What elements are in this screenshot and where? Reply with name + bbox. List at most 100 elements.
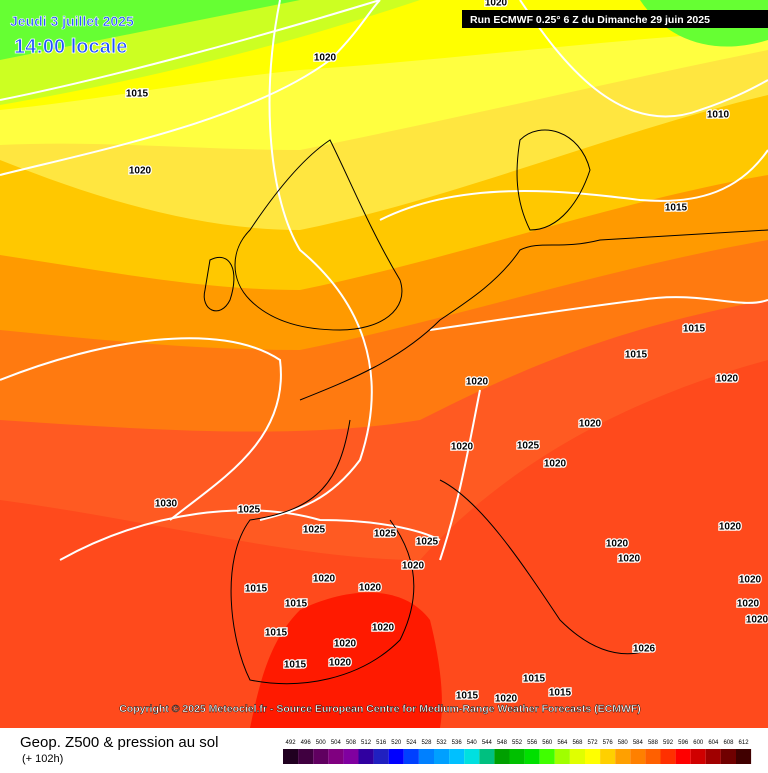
isobar-label: 1020 [719,522,742,533]
colorbar-swatch [569,749,585,764]
colorbar-swatch [509,749,525,764]
colorbar-swatch [660,749,676,764]
colorbar-swatch [388,749,404,764]
colorbar-label: 572 [588,740,599,746]
isobar-label: 1026 [633,644,656,655]
isobar-label: 1015 [625,350,648,361]
coastlines [203,129,768,685]
colorbar-label: 536 [452,740,463,746]
colorbar-swatch [630,749,646,764]
isobar-label: 1020 [372,623,395,634]
isobar-label: 1015 [265,628,288,639]
isobar-label: 1015 [523,674,546,685]
run-info: Run ECMWF 0.25° 6 Z du Dimanche 29 juin … [470,14,710,26]
colorbar-swatch [705,749,721,764]
isobar-label: 1020 [739,575,762,586]
isobar-label: 1020 [329,658,352,669]
colorbar-swatch [585,749,601,764]
isobar-labels: 1020101510201020101010151015101510201020… [125,0,768,706]
colorbar-swatch [615,749,631,764]
colorbar-label: 588 [648,740,659,746]
colorbar-swatch [736,749,752,764]
isobar-label: 1020 [544,459,567,470]
isobar-label: 1015 [285,599,308,610]
colorbar-swatch [343,749,359,764]
isobar-label: 1015 [284,660,307,671]
colorbar-label: 524 [406,740,417,746]
date: Jeudi 3 juillet 2025 [10,13,134,29]
isobar-label: 1020 [485,0,508,9]
colorbar-swatch [720,749,736,764]
colorbar-swatch [690,749,706,764]
isobar-label: 1020 [737,599,760,610]
colorbar-label: 528 [421,740,432,746]
time: 14:00 locale [14,36,127,58]
colorbar-swatch [600,749,616,764]
isobar-label: 1020 [618,554,641,565]
isobar-label: 1020 [359,583,382,594]
isobar-label: 1020 [716,374,739,385]
colorbar-swatch [539,749,555,764]
run-box [462,10,768,28]
colorbar-label: 548 [497,740,508,746]
isobar-label: 1020 [466,377,489,388]
colorbar-swatch [373,749,389,764]
colorbar-swatch [283,749,299,764]
band [250,592,442,728]
colorbar: 492 496 500 504 508 512 516 520 524 528 532 536 540 5… [283,740,752,764]
colorbar-swatch [298,749,314,764]
colorbar-label: 532 [437,740,448,746]
isobar-label: 1010 [707,110,730,121]
copyright: Copyright © 2025 Meteociel.fr - Source E… [119,703,641,715]
isobar-label: 1015 [665,203,688,214]
colorbar-swatch [434,749,450,764]
colorbar-label: 576 [603,740,614,746]
isobar-label: 1015 [456,691,479,702]
isobar-label: 1020 [129,166,152,177]
colorbar-swatch [645,749,661,764]
isobar-label: 1025 [374,529,397,540]
legend-subtitle: (+ 102h) [22,753,63,765]
isobar-label: 1020 [495,694,518,705]
colorbar-label: 516 [376,740,387,746]
colorbar-label: 568 [572,740,583,746]
colorbar-label: 600 [693,740,704,746]
isobar-label: 1020 [606,539,629,550]
colorbar-label: 556 [527,740,538,746]
colorbar-label: 512 [361,740,372,746]
isobar-label: 1020 [579,419,602,430]
colorbar-swatch [524,749,540,764]
isobar-label: 1020 [334,639,357,650]
colorbar-label: 492 [286,740,297,746]
isobar-label: 1020 [746,615,768,626]
colorbar-label: 520 [391,740,402,746]
colorbar-label: 564 [557,740,568,746]
colorbar-swatch [313,749,329,764]
isobar-label: 1020 [313,574,336,585]
isobar-label: 1020 [314,53,337,64]
legend-title: Geop. Z500 & pression au sol [20,734,218,751]
colorbar-swatch [494,749,510,764]
isobar-label: 1025 [303,525,326,536]
colorbar-swatch [449,749,465,764]
isobar-label: 1025 [517,441,540,452]
isobar-label: 1030 [155,499,178,510]
isobar-label: 1015 [245,584,268,595]
colorbar-label: 608 [723,740,734,746]
colorbar-label: 552 [512,740,523,746]
isobar-label: 1015 [549,688,572,699]
colorbar-swatch [403,749,419,764]
colorbar-label: 596 [678,740,689,746]
colorbar-swatch [554,749,570,764]
colorbar-label: 584 [633,740,644,746]
colorbar-swatch [418,749,434,764]
colorbar-swatch [675,749,691,764]
colorbar-label: 544 [482,740,493,746]
band [0,0,300,60]
colorbar-label: 604 [708,740,719,746]
isobars [0,0,768,561]
colorbar-label: 540 [467,740,478,746]
colorbar-label: 504 [331,740,342,746]
colorbar-label: 612 [739,740,750,746]
